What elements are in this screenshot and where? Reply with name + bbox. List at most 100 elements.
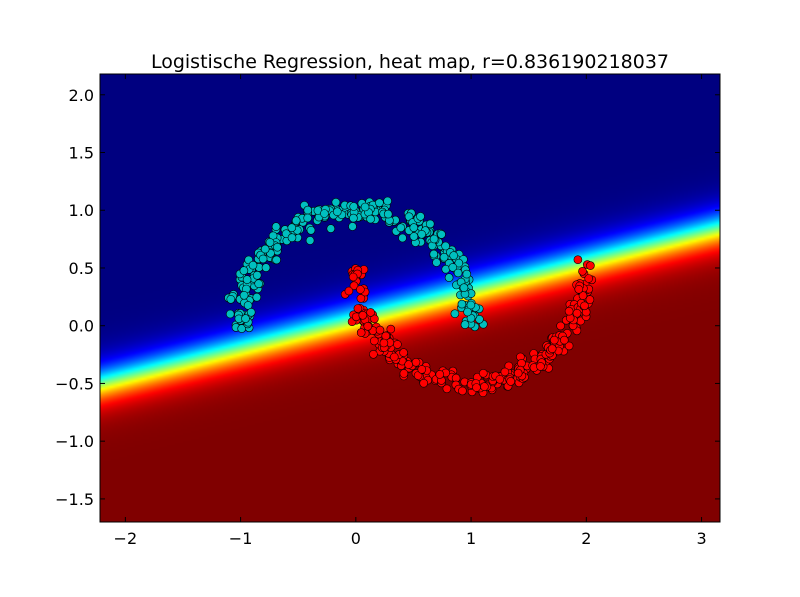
scatter-point-series-0 [246, 307, 256, 317]
scatter-point-series-0 [375, 198, 384, 208]
scatter-point-series-1 [419, 378, 429, 388]
scatter-point-series-1 [417, 365, 427, 374]
scatter-point-series-1 [513, 368, 523, 378]
scatter-point-series-0 [449, 251, 459, 260]
heatmap-background [100, 74, 720, 522]
scatter-point-series-1 [480, 382, 489, 391]
scatter-point-series-1 [411, 357, 421, 367]
scatter-point-series-0 [475, 314, 484, 324]
scatter-point-series-0 [271, 222, 281, 231]
scatter-point-series-1 [556, 321, 565, 331]
x-tick-label: −1 [229, 529, 253, 548]
scatter-point-series-0 [260, 244, 270, 254]
scatter-point-series-1 [559, 335, 569, 345]
y-tick-label: 0.5 [69, 259, 94, 278]
scatter-point-series-1 [369, 349, 378, 359]
scatter-point-series-0 [466, 300, 476, 310]
scatter-point-series-0 [225, 309, 235, 319]
axis-ticks: −2 −1 0 1 2 3 −1.5 −1.0 −0.5 0.0 0.5 1.0 1.5 2.0 [55, 74, 720, 548]
scatter-point-series-1 [547, 344, 557, 354]
x-tick-label: 1 [466, 529, 476, 548]
scatter-point-series-1 [580, 301, 589, 311]
scatter-point-series-0 [453, 268, 463, 278]
scatter-point-series-0 [432, 258, 441, 267]
scatter-point-series-1 [386, 324, 396, 334]
scatter-point-series-0 [360, 202, 370, 212]
scatter-point-series-1 [370, 314, 379, 324]
scatter-point-series-0 [237, 324, 246, 333]
scatter-point-series-0 [349, 202, 359, 211]
scatter-point-series-1 [435, 370, 445, 379]
scatter-point-series-0 [441, 241, 450, 251]
scatter-point-series-0 [366, 214, 375, 224]
data-points [224, 196, 597, 398]
scatter-point-series-0 [459, 283, 469, 293]
y-tick-label: 0.0 [69, 317, 94, 336]
scatter-point-series-0 [265, 238, 275, 247]
scatter-point-series-1 [399, 369, 409, 378]
scatter-point-series-0 [409, 223, 419, 232]
scatter-point-series-0 [306, 226, 316, 235]
scatter-point-series-0 [305, 236, 315, 245]
x-tick-label: −2 [114, 529, 138, 548]
scatter-point-series-0 [416, 212, 425, 221]
scatter-point-series-0 [272, 255, 281, 265]
scatter-point-series-1 [344, 286, 354, 296]
scatter-point-series-0 [396, 223, 406, 232]
scatter-point-series-0 [242, 275, 252, 284]
scatter-point-series-0 [303, 213, 313, 223]
scatter-point-series-0 [241, 314, 250, 323]
scatter-point-series-1 [356, 285, 365, 294]
scatter-point-series-0 [444, 273, 454, 282]
scatter-point-series-0 [450, 309, 460, 319]
plot-frame [99, 73, 721, 523]
y-tick-label: 1.5 [69, 144, 94, 163]
scatter-point-series-1 [578, 291, 588, 300]
scatter-point-series-0 [441, 264, 451, 274]
scatter-point-series-0 [303, 205, 313, 215]
y-tick-label: −1.5 [55, 490, 94, 509]
scatter-point-series-0 [252, 270, 262, 280]
scatter-point-series-1 [348, 272, 358, 282]
chart-title: Logistische Regression, heat map, r=0.83… [151, 51, 669, 73]
scatter-point-series-1 [356, 294, 366, 303]
y-tick-label: −1.0 [55, 432, 94, 451]
scatter-point-series-1 [349, 281, 359, 291]
scatter-point-series-0 [331, 198, 341, 207]
scatter-point-series-0 [383, 209, 393, 219]
scatter-point-series-0 [429, 249, 439, 259]
scatter-point-series-0 [349, 213, 358, 223]
scatter-point-series-0 [254, 279, 264, 289]
scatter-point-series-0 [437, 230, 446, 239]
scatter-point-series-1 [389, 352, 399, 362]
scatter-point-series-0 [417, 230, 427, 239]
scatter-point-series-1 [375, 325, 385, 335]
scatter-point-series-1 [379, 338, 389, 348]
scatter-point-series-1 [549, 335, 559, 345]
scatter-point-series-1 [504, 361, 514, 371]
scatter-point-series-1 [573, 255, 583, 265]
scatter-point-series-1 [366, 308, 375, 317]
scatter-point-series-0 [273, 242, 282, 252]
scatter-point-series-1 [353, 304, 363, 313]
scatter-point-series-0 [226, 294, 236, 304]
x-tick-label: 3 [696, 529, 706, 548]
scatter-point-series-1 [363, 321, 373, 331]
scatter-point-series-0 [258, 254, 268, 264]
scatter-point-series-1 [393, 340, 402, 349]
scatter-point-series-0 [261, 263, 271, 272]
scatter-point-series-0 [291, 216, 301, 225]
scatter-point-series-0 [239, 266, 249, 275]
scatter-point-series-0 [463, 307, 472, 317]
scatter-point-series-0 [287, 233, 297, 242]
scatter-point-series-1 [564, 341, 574, 351]
scatter-point-series-0 [409, 232, 419, 241]
scatter-point-series-1 [500, 367, 510, 377]
scatter-point-series-1 [358, 310, 368, 320]
scatter-point-series-0 [448, 263, 458, 272]
scatter-point-series-0 [332, 207, 342, 216]
scatter-point-series-1 [495, 374, 505, 384]
scatter-point-series-1 [404, 360, 413, 369]
